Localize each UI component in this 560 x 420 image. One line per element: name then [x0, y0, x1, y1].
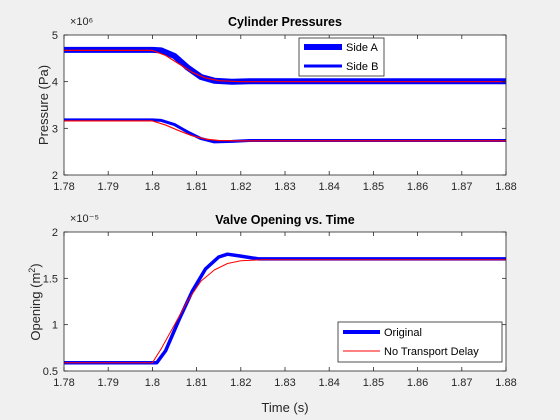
- y-tick-label: 1.5: [43, 273, 58, 285]
- y-tick-label: 3: [52, 123, 58, 135]
- x-axis-label: Time (s): [261, 400, 308, 415]
- x-tick-label: 1.82: [230, 181, 251, 193]
- x-tick-label: 1.88: [495, 181, 516, 193]
- y-tick-label: 2: [52, 170, 58, 182]
- series-line-no-transport-delay-1: [64, 259, 506, 364]
- legend-label-no-transport-delay: No Transport Delay: [384, 346, 479, 358]
- axes-cylinder-pressures: 1.78 1.79 1.8 1.81 1.82 1.83 1.84 1.85 1.86 1.87 1…: [36, 15, 517, 193]
- legend: Original No Transport Delay: [337, 321, 503, 363]
- x-tick-label: 1.87: [451, 377, 472, 389]
- x-tick-label: 1.88: [495, 377, 516, 389]
- x-tick-label: 1.84: [318, 377, 339, 389]
- x-tick-label: 1.79: [97, 377, 118, 389]
- x-tick-label: 1.78: [53, 181, 74, 193]
- legend-label-original: Original: [384, 327, 422, 339]
- x-tick-label: 1.87: [451, 181, 472, 193]
- plot-area: [64, 35, 506, 175]
- chart-title: Cylinder Pressures: [228, 15, 342, 29]
- y-axis-label: Opening (m2): [27, 263, 43, 340]
- x-tick-label: 1.81: [186, 181, 207, 193]
- x-tick-label: 1.86: [407, 377, 428, 389]
- series-group: [64, 46, 506, 144]
- x-tick-label: 1.82: [230, 377, 251, 389]
- y-exponent-label: ×10⁶: [70, 16, 93, 28]
- legend-box: [337, 321, 503, 363]
- y-tick-label: 1: [52, 320, 58, 332]
- y-axis-label-main: Opening (m: [28, 273, 43, 341]
- y-tick-label: 4: [52, 77, 58, 89]
- x-tick-label: 1.85: [363, 181, 384, 193]
- series-line-red-3: [64, 120, 506, 142]
- x-tick-label: 1.79: [97, 181, 118, 193]
- y-tick-label: 0.5: [43, 366, 58, 378]
- series-line-original-0: [64, 252, 506, 365]
- x-tick-label: 1.85: [363, 377, 384, 389]
- y-tick-label: 2: [52, 227, 58, 239]
- x-tick-label: 1.8: [145, 181, 160, 193]
- x-tick-label: 1.8: [145, 377, 160, 389]
- legend-label-side-a: Side A: [346, 42, 378, 54]
- x-tick-label: 1.84: [318, 181, 339, 193]
- x-tick-label: 1.86: [407, 181, 428, 193]
- y-axis-label-superscript: 2: [27, 268, 37, 273]
- y-tick-label: 5: [52, 30, 58, 42]
- x-tick-label: 1.78: [53, 377, 74, 389]
- x-tick-label: 1.83: [274, 181, 295, 193]
- series-line-red-2: [64, 49, 506, 83]
- legend: Side A Side B: [298, 37, 385, 77]
- y-exponent-label: ×10⁻⁵: [70, 213, 99, 225]
- y-axis-label: Pressure (Pa): [36, 65, 51, 145]
- series-group: [64, 252, 506, 365]
- legend-label-side-b: Side B: [346, 61, 378, 73]
- axes-valve-opening: 1.78 1.79 1.8 1.81 1.82 1.83 1.84 1.85 1.86 1.87 1…: [27, 213, 517, 415]
- x-tick-label: 1.81: [186, 377, 207, 389]
- chart-title: Valve Opening vs. Time: [215, 213, 354, 227]
- x-tick-label: 1.83: [274, 377, 295, 389]
- y-axis-label-end: ): [28, 263, 43, 267]
